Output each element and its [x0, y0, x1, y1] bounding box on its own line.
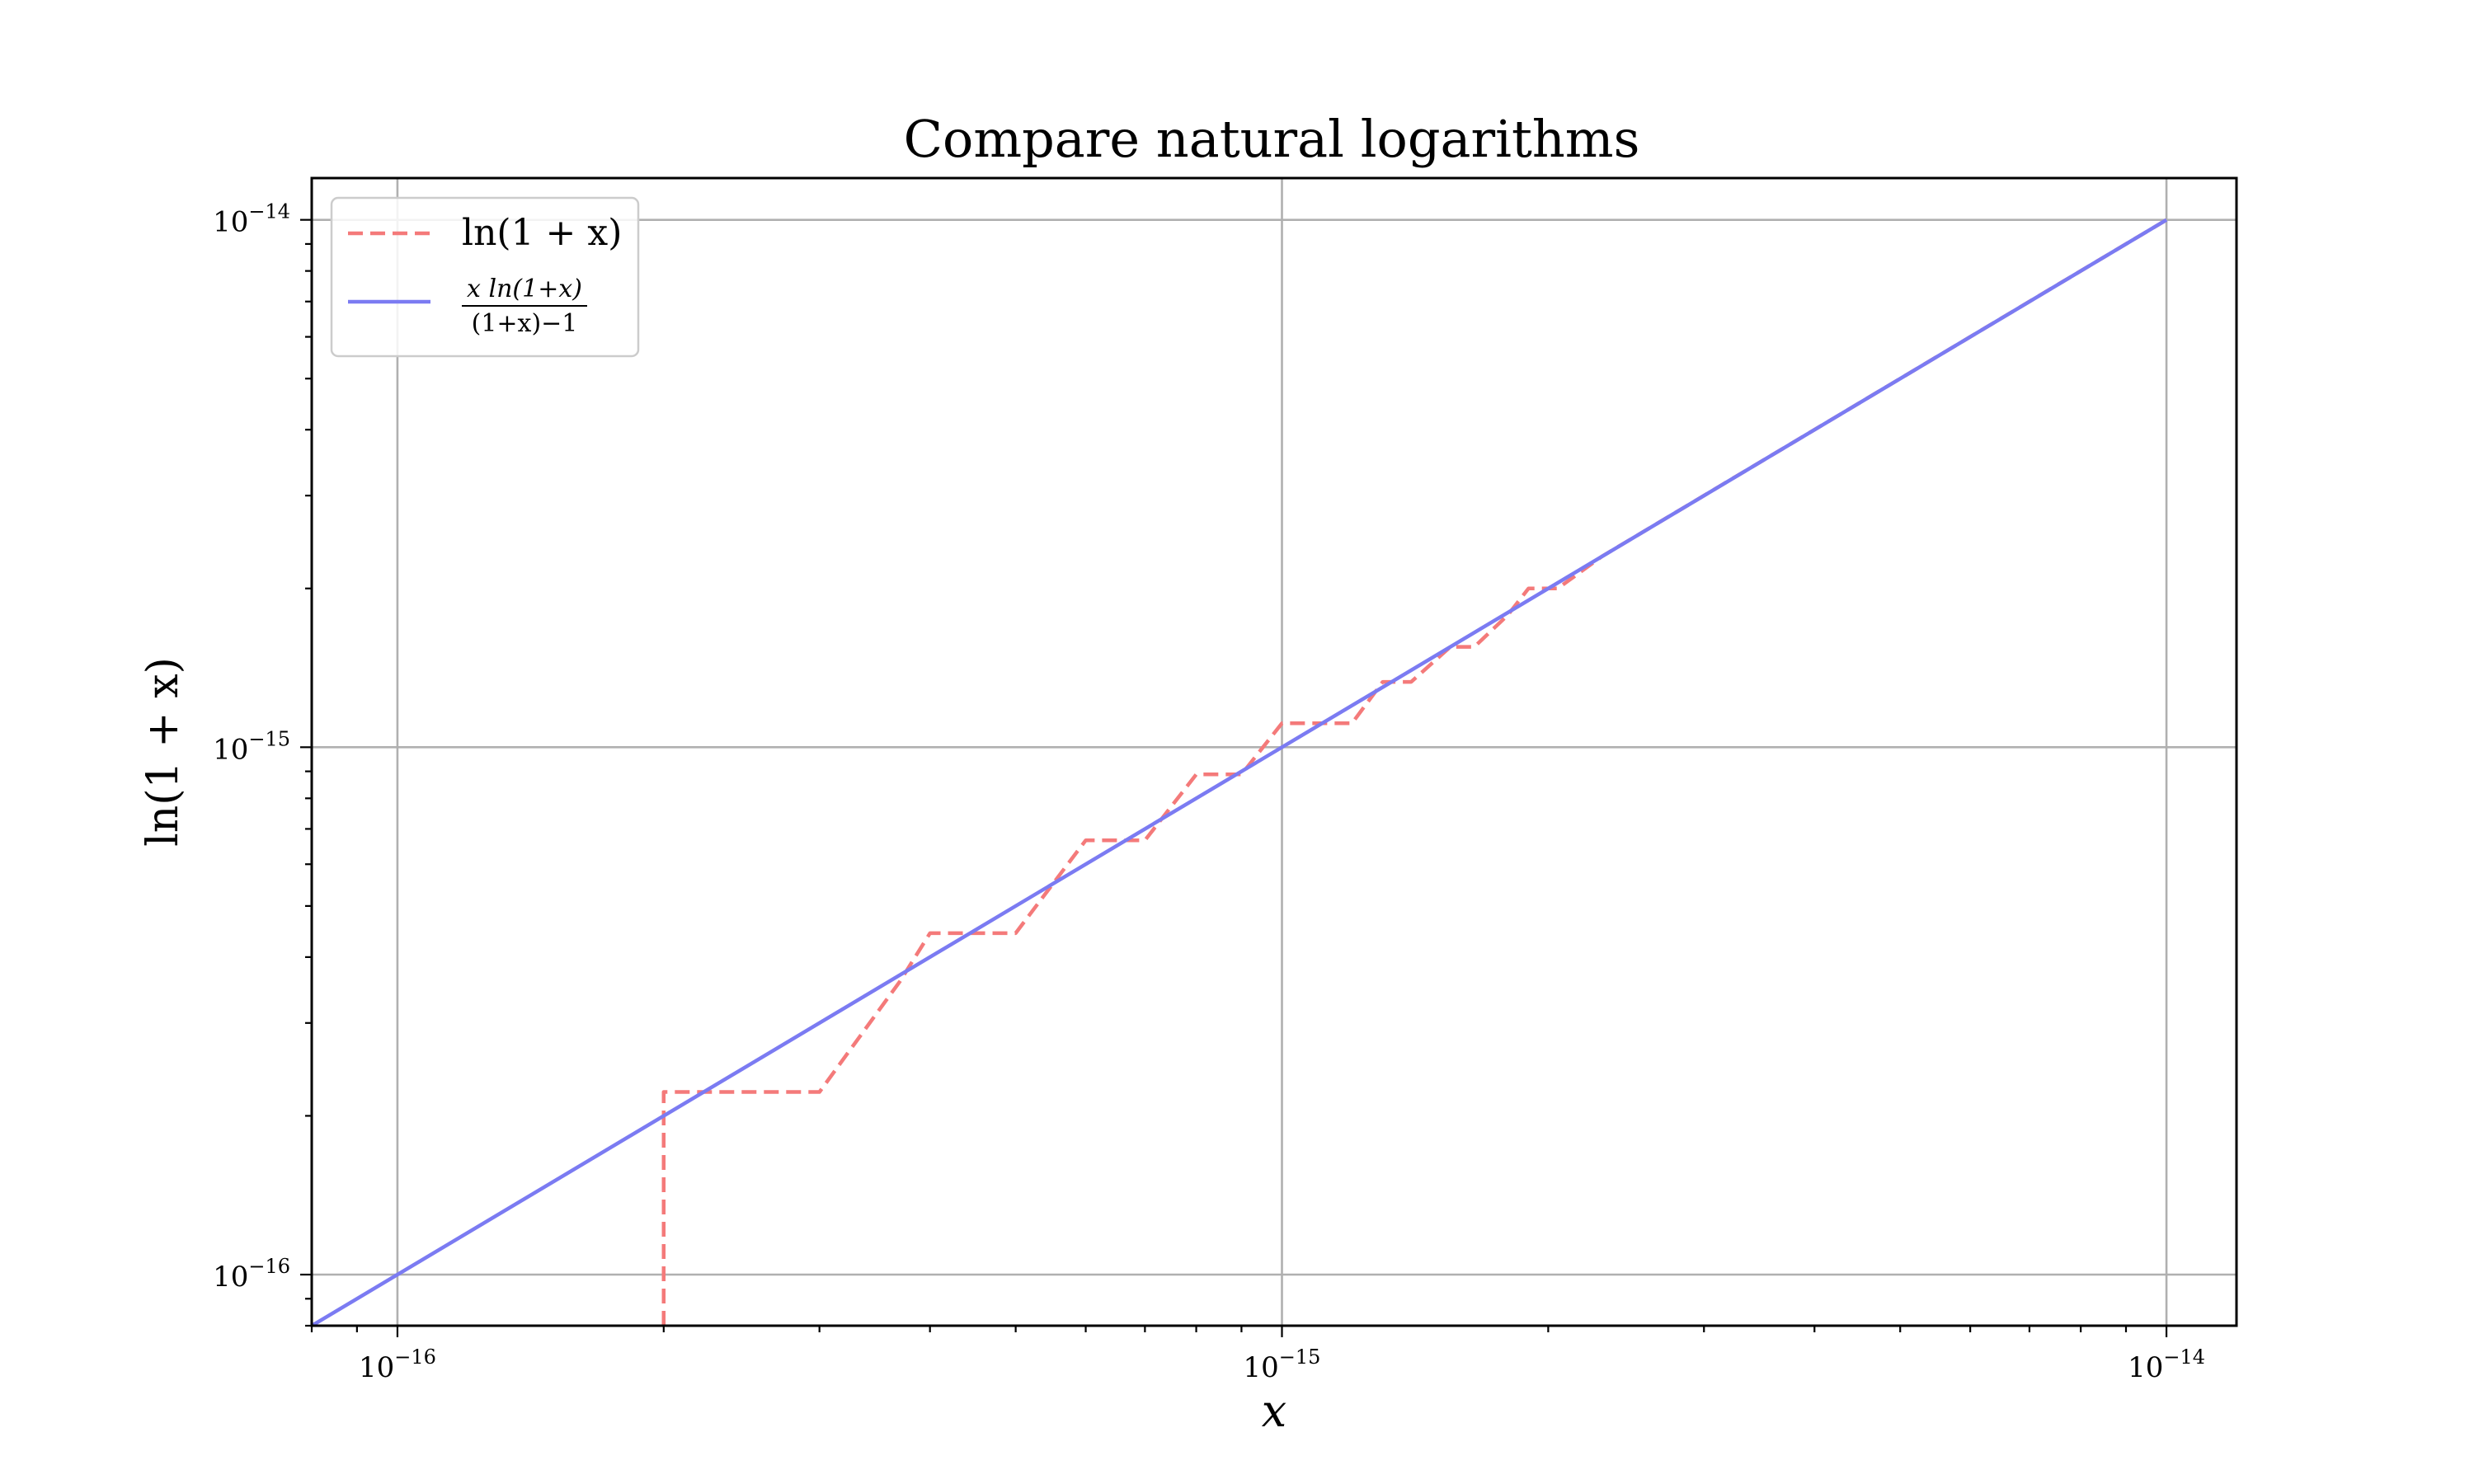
plot-frame	[310, 176, 2238, 1327]
ticks	[300, 218, 2168, 1337]
series-layer	[312, 218, 2168, 1326]
legend-label-ln1px: ln(1 + x)	[462, 212, 622, 254]
series-line-ratio	[312, 218, 2168, 1326]
legend-box	[330, 196, 640, 358]
grid	[312, 178, 2236, 1326]
x-tick-label: 10−15	[1244, 1345, 1321, 1384]
legend-label-ratio-numerator: x ln(1+x)	[467, 275, 582, 303]
legend-label-ratio-denominator: (1+x)−1	[472, 309, 578, 338]
x-tick-label: 10−14	[2128, 1345, 2205, 1384]
x-axis-label: x	[1262, 1385, 1286, 1437]
x-tick-label: 10−16	[359, 1345, 436, 1384]
y-tick-label: 10−15	[213, 727, 290, 766]
legend: ln(1 + x) x ln(1+x) (1+x)−1	[330, 196, 640, 358]
y-tick-label: 10−14	[213, 200, 290, 239]
chart-title: Compare natural logarithms	[904, 109, 1640, 169]
y-axis-label: ln(1 + x)	[139, 657, 188, 847]
tick-labels: 10−16 10−15 10−14 10−16 10−15 10−14	[213, 200, 2205, 1384]
y-tick-label: 10−16	[213, 1255, 290, 1294]
